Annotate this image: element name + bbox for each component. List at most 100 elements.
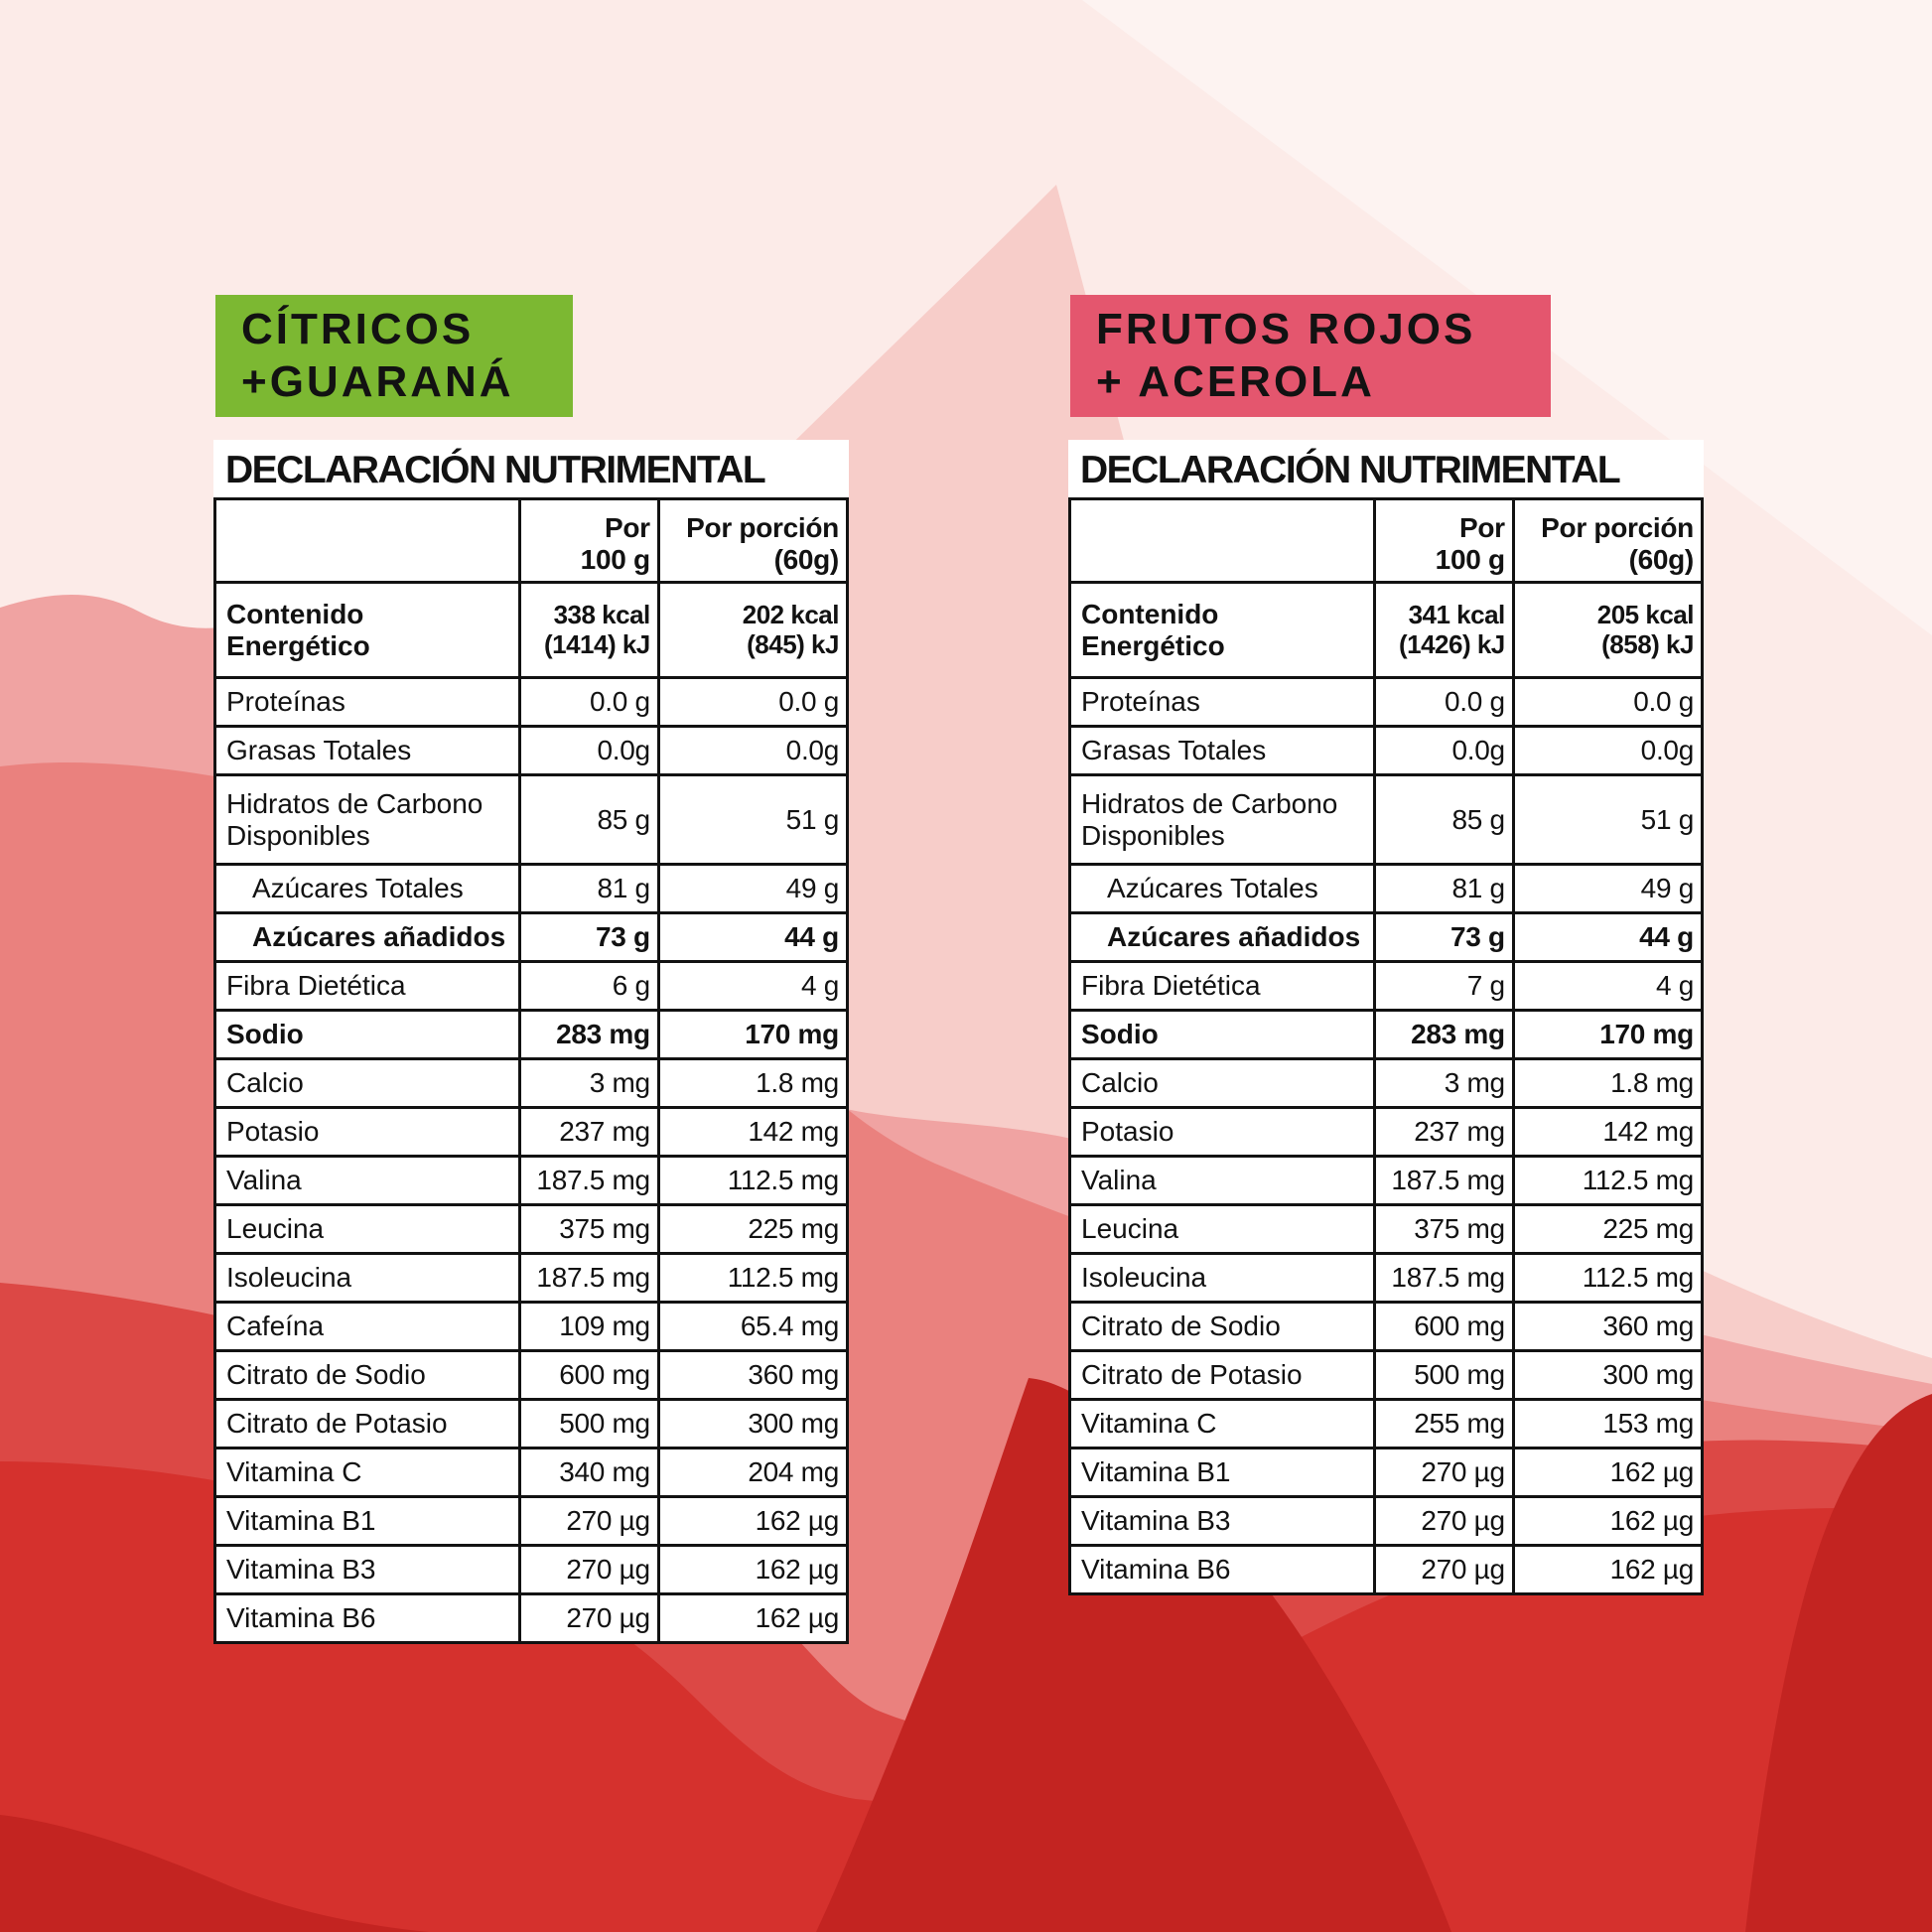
- value-per-portion: 142 mg: [1511, 1109, 1701, 1155]
- table-row: Potasio 237 mg 142 mg: [1071, 1109, 1701, 1158]
- table-row: Leucina 375 mg 225 mg: [1071, 1206, 1701, 1255]
- table-row: Vitamina B3 270 µg 162 µg: [1071, 1498, 1701, 1547]
- table-row: Grasas Totales 0.0g 0.0g: [216, 728, 846, 776]
- header-per-100g: Por 100 g: [518, 500, 656, 581]
- table-grid: Por 100 g Por porción (60g) Contenido En…: [1068, 497, 1704, 1595]
- nutrient-label: Valina: [226, 1165, 302, 1196]
- nutrient-label: Valina: [1081, 1165, 1157, 1196]
- nutrient-label: Hidratos de Carbono Disponibles: [1081, 788, 1338, 851]
- value-per-100g: 375 mg: [518, 1206, 656, 1252]
- nutrient-label: Vitamina B1: [226, 1505, 376, 1537]
- value-per-100g: 600 mg: [518, 1352, 656, 1398]
- nutrient-label: Calcio: [1081, 1067, 1159, 1099]
- nutrient-label: Grasas Totales: [1081, 735, 1267, 766]
- table-row: Hidratos de Carbono Disponibles 85 g 51 g: [1071, 776, 1701, 866]
- table-row: Citrato de Sodio 600 mg 360 mg: [216, 1352, 846, 1401]
- value-per-100g: 270 µg: [1373, 1498, 1511, 1544]
- value-per-100g: 600 mg: [1373, 1304, 1511, 1349]
- value-per-portion: 162 µg: [656, 1498, 846, 1544]
- value-per-100g: 81 g: [518, 866, 656, 911]
- value-per-100g: 85 g: [518, 776, 656, 863]
- table-row: Potasio 237 mg 142 mg: [216, 1109, 846, 1158]
- nutrient-label: Citrato de Potasio: [226, 1408, 448, 1440]
- table-row: Azúcares añadidos 73 g 44 g: [1071, 914, 1701, 963]
- value-per-portion: 65.4 mg: [656, 1304, 846, 1349]
- table-row: Contenido Energético 341 kcal (1426) kJ 20…: [1071, 584, 1701, 679]
- nutrient-label: Isoleucina: [226, 1262, 352, 1294]
- table-row: Sodio 283 mg 170 mg: [1071, 1012, 1701, 1060]
- table-row: Vitamina B3 270 µg 162 µg: [216, 1547, 846, 1595]
- table-row: Contenido Energético 338 kcal (1414) kJ 20…: [216, 584, 846, 679]
- value-per-100g: 7 g: [1373, 963, 1511, 1009]
- value-per-100g: 255 mg: [1373, 1401, 1511, 1447]
- mountain-dark-center-peak: [816, 1378, 1451, 1932]
- value-per-portion: 170 mg: [656, 1012, 846, 1057]
- value-per-100g: 341 kcal (1426) kJ: [1373, 584, 1511, 676]
- table-title: DECLARACIÓN NUTRIMENTAL: [1080, 449, 1621, 491]
- nutrient-label: Contenido Energético: [1081, 599, 1225, 661]
- flavor-badge-citricos-guarana: CÍTRICOS +GUARANÁ: [215, 295, 573, 417]
- value-per-portion: 300 mg: [1511, 1352, 1701, 1398]
- value-per-portion: 162 µg: [1511, 1449, 1701, 1495]
- table-row: Leucina 375 mg 225 mg: [216, 1206, 846, 1255]
- table-row: Azúcares añadidos 73 g 44 g: [216, 914, 846, 963]
- value-per-portion: 51 g: [1511, 776, 1701, 863]
- value-per-portion: 360 mg: [656, 1352, 846, 1398]
- value-per-100g: 500 mg: [1373, 1352, 1511, 1398]
- value-per-100g: 270 µg: [1373, 1547, 1511, 1592]
- value-per-portion: 162 µg: [656, 1547, 846, 1592]
- nutrient-label: Vitamina B3: [226, 1554, 376, 1586]
- table-row: Calcio 3 mg 1.8 mg: [216, 1060, 846, 1109]
- value-per-100g: 187.5 mg: [518, 1158, 656, 1203]
- mountain-dark-left-slope: [0, 1815, 429, 1932]
- table-rows: Contenido Energético 338 kcal (1414) kJ 20…: [216, 584, 846, 1644]
- value-per-portion: 142 mg: [656, 1109, 846, 1155]
- nutrition-table-frutos-rojos: DECLARACIÓN NUTRIMENTAL Por 100 g Por po…: [1068, 440, 1704, 1595]
- nutrient-label: Azúcares añadidos: [252, 921, 506, 953]
- value-per-portion: 202 kcal (845) kJ: [656, 584, 846, 676]
- value-per-portion: 0.0 g: [1511, 679, 1701, 725]
- table-row: Azúcares Totales 81 g 49 g: [216, 866, 846, 914]
- nutrient-label: Leucina: [226, 1213, 325, 1245]
- table-row: Vitamina B6 270 µg 162 µg: [216, 1595, 846, 1644]
- table-row: Isoleucina 187.5 mg 112.5 mg: [216, 1255, 846, 1304]
- header-per-portion: Por porción (60g): [1511, 500, 1701, 581]
- nutrient-label: Grasas Totales: [226, 735, 412, 766]
- table-row: Azúcares Totales 81 g 49 g: [1071, 866, 1701, 914]
- value-per-100g: 500 mg: [518, 1401, 656, 1447]
- value-per-portion: 1.8 mg: [656, 1060, 846, 1106]
- value-per-100g: 3 mg: [518, 1060, 656, 1106]
- value-per-100g: 85 g: [1373, 776, 1511, 863]
- table-row: Vitamina C 340 mg 204 mg: [216, 1449, 846, 1498]
- table-row: Valina 187.5 mg 112.5 mg: [1071, 1158, 1701, 1206]
- value-per-100g: 270 µg: [518, 1547, 656, 1592]
- nutrient-label: Citrato de Potasio: [1081, 1359, 1303, 1391]
- nutrient-label: Leucina: [1081, 1213, 1179, 1245]
- nutrient-label: Vitamina B3: [1081, 1505, 1231, 1537]
- nutrient-label: Vitamina C: [226, 1456, 362, 1488]
- value-per-100g: 73 g: [1373, 914, 1511, 960]
- table-row: Grasas Totales 0.0g 0.0g: [1071, 728, 1701, 776]
- nutrient-label: Vitamina B6: [226, 1602, 376, 1634]
- value-per-100g: 237 mg: [518, 1109, 656, 1155]
- value-per-100g: 270 µg: [518, 1498, 656, 1544]
- value-per-portion: 49 g: [1511, 866, 1701, 911]
- value-per-100g: 283 mg: [518, 1012, 656, 1057]
- table-row: Proteínas 0.0 g 0.0 g: [216, 679, 846, 728]
- value-per-100g: 187.5 mg: [1373, 1255, 1511, 1301]
- nutrient-label: Potasio: [226, 1116, 320, 1148]
- table-row: Hidratos de Carbono Disponibles 85 g 51 g: [216, 776, 846, 866]
- value-per-portion: 300 mg: [656, 1401, 846, 1447]
- value-per-portion: 162 µg: [1511, 1498, 1701, 1544]
- nutrient-label: Vitamina B1: [1081, 1456, 1231, 1488]
- nutrient-label: Isoleucina: [1081, 1262, 1207, 1294]
- value-per-portion: 0.0g: [656, 728, 846, 773]
- value-per-100g: 375 mg: [1373, 1206, 1511, 1252]
- value-per-100g: 187.5 mg: [1373, 1158, 1511, 1203]
- value-per-100g: 338 kcal (1414) kJ: [518, 584, 656, 676]
- header-per-portion: Por porción (60g): [656, 500, 846, 581]
- value-per-portion: 360 mg: [1511, 1304, 1701, 1349]
- value-per-portion: 4 g: [1511, 963, 1701, 1009]
- table-row: Isoleucina 187.5 mg 112.5 mg: [1071, 1255, 1701, 1304]
